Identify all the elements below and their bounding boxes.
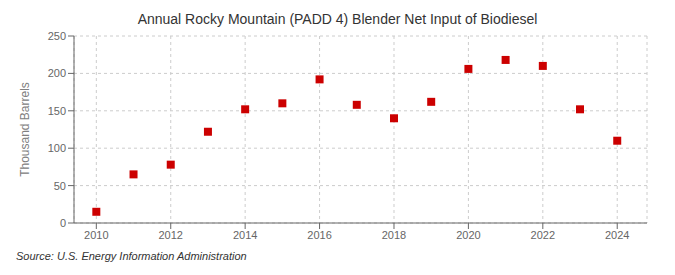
svg-text:2014: 2014 bbox=[233, 229, 257, 241]
svg-text:2016: 2016 bbox=[307, 229, 331, 241]
svg-text:2022: 2022 bbox=[531, 229, 555, 241]
svg-text:2024: 2024 bbox=[605, 229, 629, 241]
svg-text:250: 250 bbox=[48, 30, 66, 42]
svg-text:0: 0 bbox=[60, 217, 66, 229]
svg-text:2020: 2020 bbox=[456, 229, 480, 241]
svg-text:2012: 2012 bbox=[158, 229, 182, 241]
svg-text:2018: 2018 bbox=[382, 229, 406, 241]
html-text:Source: U.S. Energy Informatio: Source: U.S. Energy Information Administ… bbox=[16, 250, 247, 262]
html-text:Annual Rocky Mountain (PADD 4): Annual Rocky Mountain (PADD 4) Blender N… bbox=[137, 11, 538, 27]
svg-text:200: 200 bbox=[48, 67, 66, 79]
svg-text:150: 150 bbox=[48, 105, 66, 117]
svg-text:50: 50 bbox=[54, 180, 66, 192]
svg-text:Thousand Barrels: Thousand Barrels bbox=[18, 82, 32, 177]
svg-text:100: 100 bbox=[48, 142, 66, 154]
svg-text:2010: 2010 bbox=[84, 229, 108, 241]
